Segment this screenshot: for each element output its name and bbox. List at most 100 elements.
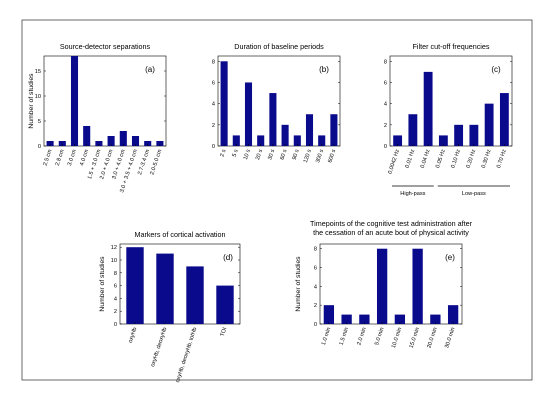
x-tick-label: 0.01 Hz xyxy=(405,149,417,169)
plot-frame xyxy=(389,55,513,147)
x-tick-label: 0.30 Hz xyxy=(481,149,493,169)
bar xyxy=(318,135,326,146)
x-tick-label: 2 s xyxy=(219,149,227,158)
panel-label: (e) xyxy=(445,253,455,262)
x-tick-label: 15.0 min xyxy=(409,327,421,349)
x-tick-label: 600 s xyxy=(327,149,337,164)
bar xyxy=(293,135,301,146)
y-tick-label: 4 xyxy=(384,102,387,108)
chart-title: Markers of cortical activation xyxy=(134,230,225,239)
x-tick-label: 300 s xyxy=(315,149,325,164)
panel-label: (a) xyxy=(145,65,155,74)
y-axis-label: Number of studies xyxy=(28,73,35,129)
bar xyxy=(232,135,240,146)
y-tick-label: 8 xyxy=(314,247,317,253)
y-tick-label: 8 xyxy=(384,59,387,65)
y-tick-label: 2 xyxy=(384,123,387,129)
bar xyxy=(499,93,509,146)
y-tick-label: 0 xyxy=(212,144,215,150)
chart-panel-0: Source-detector separations 0 5 10 15Number … xyxy=(28,42,167,194)
y-tick-label: 6 xyxy=(212,80,215,86)
x-tick-label: 120 s xyxy=(303,149,313,164)
panel-label: (d) xyxy=(223,253,233,262)
x-tick-label: 10.0 min xyxy=(391,327,403,349)
bar xyxy=(341,314,352,324)
y-tick-label: 8 xyxy=(114,271,117,277)
bar xyxy=(408,114,418,146)
x-tick-label: 1.0 min xyxy=(321,327,332,346)
bar xyxy=(126,247,144,324)
bar xyxy=(216,285,234,324)
y-tick-label: 6 xyxy=(314,266,317,272)
bar xyxy=(423,71,433,146)
x-tick-label: 2.0-5.0 cm xyxy=(149,148,163,175)
y-tick-label: 5 xyxy=(38,119,41,125)
x-tick-label: 4.0 cm xyxy=(79,148,90,166)
chart-title: Timepoints of the cognitive test adminis… xyxy=(310,219,473,228)
bar xyxy=(131,136,140,146)
chart-title: Source-detector separations xyxy=(60,42,151,51)
bar xyxy=(119,131,127,146)
bar xyxy=(269,93,277,146)
bar xyxy=(469,124,479,146)
x-tick-label: 1.5 min xyxy=(339,327,350,346)
x-tick-label: 2.7-3.4 cm xyxy=(137,148,151,175)
bar xyxy=(186,266,204,324)
bar xyxy=(447,305,459,324)
bar xyxy=(359,314,370,324)
x-tick-label: 60 s xyxy=(280,149,289,161)
y-tick-label: 8 xyxy=(212,59,215,65)
y-tick-label: 12 xyxy=(111,245,117,251)
y-tick-label: 0 xyxy=(38,144,41,150)
x-tick-label: 3.0 cm xyxy=(67,148,78,166)
chart-panel-2: Filter cut-off frequencies 0 2 4 6 8 0.0042 Hz… xyxy=(384,42,513,197)
y-tick-label: 10 xyxy=(111,258,117,264)
bar xyxy=(156,141,164,146)
x-tick-label: 20.0 min xyxy=(426,327,438,349)
y-tick-label: 4 xyxy=(314,284,317,290)
x-tick-label: 0.04 Hz xyxy=(420,149,432,169)
x-tick-label: 0.10 Hz xyxy=(450,149,462,169)
bar xyxy=(257,135,265,146)
x-tick-label: 2.0 min xyxy=(356,327,367,346)
y-tick-label: 2 xyxy=(314,303,317,309)
bar xyxy=(430,314,441,324)
y-tick-label: 2 xyxy=(212,123,215,129)
x-tick-label: 5 s xyxy=(232,149,240,158)
bar xyxy=(323,305,335,324)
bar xyxy=(58,141,66,146)
x-tick-label: 10 s xyxy=(243,149,252,161)
chart-panel-4: Timepoints of the cognitive test adminis… xyxy=(295,219,473,349)
plot-frame xyxy=(119,243,241,325)
bar xyxy=(281,124,289,146)
x-tick-label: oxyHb xyxy=(128,327,139,344)
x-tick-label: oxyHb, deoxyHb xyxy=(150,327,168,368)
bar xyxy=(70,56,79,146)
x-tick-label: 30 s xyxy=(267,149,276,161)
bar xyxy=(107,136,115,146)
figure-border xyxy=(21,19,533,381)
bar xyxy=(454,124,464,146)
panel-label: (c) xyxy=(491,65,501,74)
y-tick-label: 15 xyxy=(35,69,41,75)
bar xyxy=(144,141,152,146)
bar xyxy=(330,114,338,146)
bar xyxy=(393,135,403,146)
plot-frame xyxy=(217,55,341,147)
y-axis-label: Number of studies xyxy=(99,256,106,312)
y-tick-label: 2 xyxy=(114,309,117,315)
x-tick-label: 0.05 Hz xyxy=(435,149,447,169)
bar xyxy=(412,248,423,324)
x-tick-label: oxyHb, deoxyHb, totHb xyxy=(175,327,198,384)
x-tick-label: 0.0042 Hz xyxy=(387,149,401,175)
bar xyxy=(95,141,103,146)
x-tick-label: 2.5 cm xyxy=(43,148,54,166)
bar xyxy=(156,253,174,324)
chart-subtitle: the cessation of an acute bout of physic… xyxy=(313,228,469,237)
y-tick-label: 10 xyxy=(35,94,41,100)
chart-title: Duration of baseline periods xyxy=(234,42,324,51)
y-tick-label: 0 xyxy=(384,144,387,150)
y-tick-label: 6 xyxy=(114,284,117,290)
